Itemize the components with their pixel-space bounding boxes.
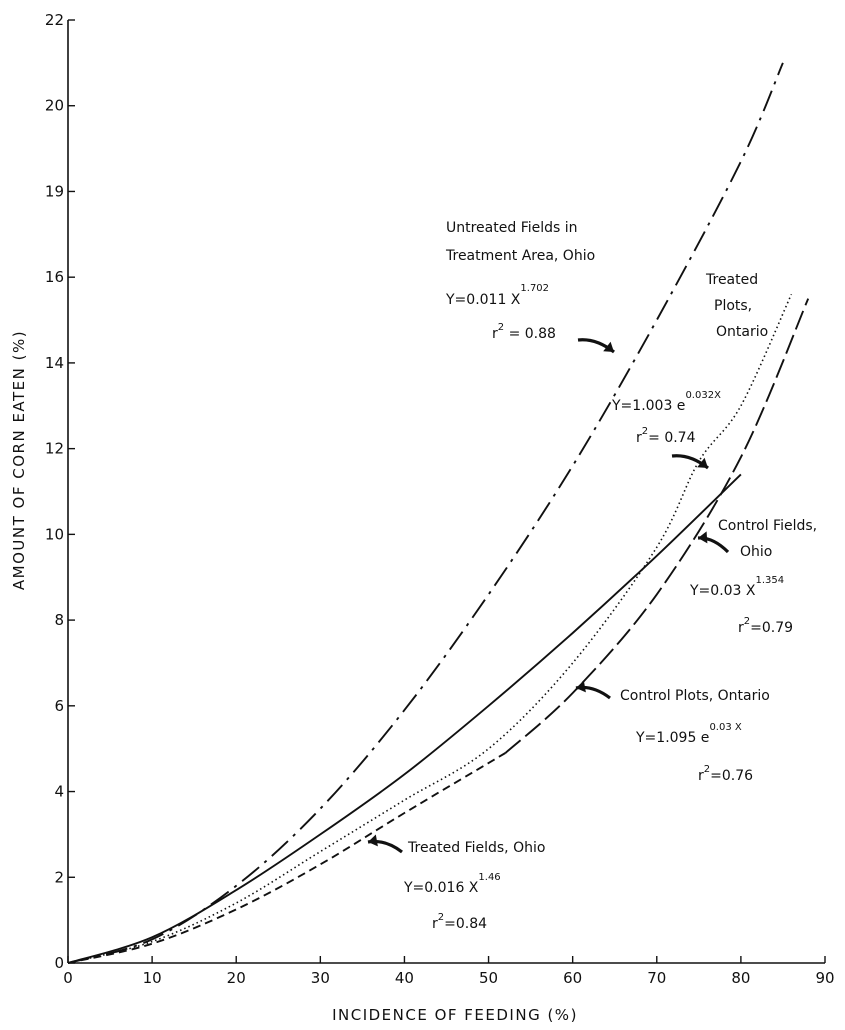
annotation-control-fields-line2: Ohio — [740, 544, 772, 560]
annotation-untreated-line2: Treatment Area, Ohio — [445, 248, 595, 264]
annotation-control-plots-ontario: Control Plots, Ontario Y=1.095 e0.03 X r… — [620, 688, 770, 784]
annotation-untreated-line1: Untreated Fields in — [446, 220, 578, 236]
annotation-control-plots-line1: Control Plots, Ontario — [620, 688, 770, 704]
x-tick-label: 70 — [647, 969, 666, 987]
x-axis-title: INCIDENCE OF FEEDING (%) — [332, 1006, 578, 1024]
annotation-control-fields-r2: r2=0.79 — [738, 616, 793, 636]
series-layer — [68, 63, 808, 963]
series-line-0 — [68, 63, 783, 963]
annotation-arrowhead — [698, 531, 707, 543]
annotation-treated-plots-line1: Treated — [705, 272, 758, 288]
annotation-control-plots-r2: r2=0.76 — [698, 764, 753, 784]
y-tick-label: 14 — [45, 354, 64, 372]
x-tick-label: 20 — [227, 969, 246, 987]
series-line-1 — [68, 294, 791, 963]
annotation-treated-fields-equation: Y=0.016 X1.46 — [403, 872, 501, 896]
annotation-untreated-r2: r2 = 0.88 — [492, 322, 556, 342]
y-tick-label: 19 — [45, 182, 64, 200]
annotation-control-plots-equation: Y=1.095 e0.03 X — [635, 722, 742, 746]
annotation-treated-plots-equation: Y=1.003 e0.032X — [611, 390, 721, 414]
y-tick-label: 16 — [45, 268, 64, 286]
x-tick-label: 30 — [311, 969, 330, 987]
x-tick-label: 0 — [63, 969, 73, 987]
y-tick-label: 20 — [45, 97, 64, 115]
y-tick-label: 22 — [45, 11, 64, 29]
y-tick-label: 2 — [54, 868, 64, 886]
y-tick-label: 10 — [45, 525, 64, 543]
annotation-treated-fields-ohio: Treated Fields, Ohio Y=0.016 X1.46 r2=0.… — [403, 840, 545, 932]
y-tick-label: 8 — [54, 611, 64, 629]
annotation-untreated-fields-ohio: Untreated Fields in Treatment Area, Ohio… — [445, 220, 595, 342]
annotation-control-fields-equation: Y=0.03 X1.354 — [689, 575, 784, 599]
x-tick-label: 80 — [731, 969, 750, 987]
annotation-treated-plots-r2: r2= 0.74 — [636, 426, 696, 446]
annotation-control-fields-ohio: Control Fields, Ohio Y=0.03 X1.354 r2=0.… — [689, 518, 817, 636]
x-tick-label: 90 — [815, 969, 834, 987]
y-axis-title: AMOUNT OF CORN EATEN (%) — [10, 330, 28, 590]
x-tick-label: 10 — [143, 969, 162, 987]
annotation-treated-fields-r2: r2=0.84 — [432, 912, 487, 932]
y-tick-label: 4 — [54, 783, 64, 801]
annotation-control-fields-line1: Control Fields, — [718, 518, 817, 534]
annotation-treated-plots-ontario: Treated Plots, Ontario Y=1.003 e0.032X r… — [611, 272, 768, 446]
annotation-treated-plots-line2: Plots, — [714, 298, 752, 314]
annotation-treated-fields-line1: Treated Fields, Ohio — [407, 840, 545, 856]
x-tick-label: 50 — [479, 969, 498, 987]
x-tick-label: 60 — [563, 969, 582, 987]
x-tick-label: 40 — [395, 969, 414, 987]
annotation-arrows — [368, 340, 728, 852]
y-tick-label: 12 — [45, 440, 64, 458]
annotation-treated-plots-line3: Ontario — [716, 324, 768, 340]
annotation-untreated-equation: Y=0.011 X1.702 — [445, 283, 549, 308]
y-tick-label: 0 — [54, 954, 64, 972]
y-tick-label: 6 — [54, 697, 64, 715]
